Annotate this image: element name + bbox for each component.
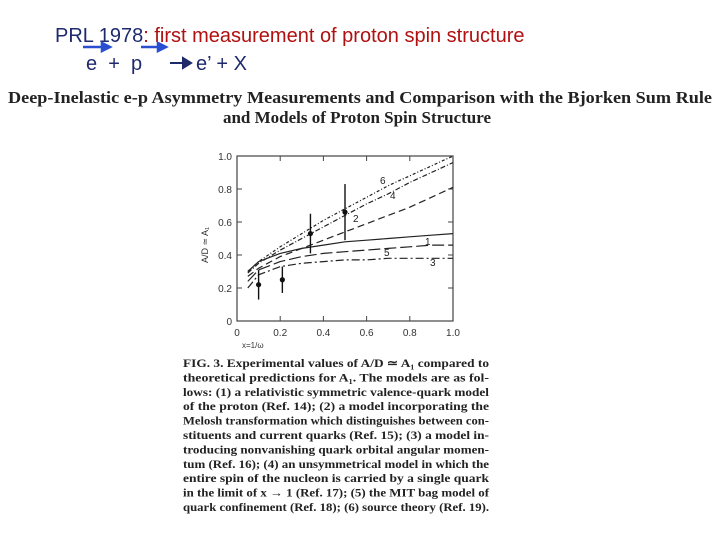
reaction-left: e + p [86, 53, 142, 75]
theory-curve [247, 162, 454, 274]
curve-label: 3 [430, 258, 436, 269]
x-tick-label: 1.0 [446, 328, 460, 339]
y-tick-label: 0.8 [218, 185, 232, 196]
theory-curve [247, 233, 454, 272]
reaction-arrow [170, 56, 193, 70]
caption-line: in the limit of x → 1 (Ref. 17); (5) the… [183, 486, 490, 500]
caption-line: quark confinement (Ref. 18); (6) source … [183, 500, 489, 514]
reaction-right: e’ + X [196, 53, 247, 75]
x-tick-label: 0.8 [403, 328, 417, 339]
plot-frame [236, 155, 454, 322]
caption: FIG. 3. Experimental values of A/D ≃ A₁ … [183, 356, 490, 514]
caption-line: troducing nonvanishing quark orbital ang… [183, 442, 489, 456]
vector-arrows [83, 40, 169, 54]
curve-label: 4 [390, 191, 396, 202]
caption-line: Melosh transformation which distinguishe… [183, 414, 489, 428]
caption-line: entire spin of the nucleon is carried by… [183, 471, 489, 485]
theory-curve [247, 155, 454, 272]
curve-label: 6 [380, 176, 386, 187]
x-tick-label: 0.6 [360, 328, 374, 339]
caption-line: FIG. 3. Experimental values of A/D ≃ A₁ … [183, 356, 489, 370]
x-axis-label: x=1/ω [242, 341, 264, 350]
y-tick-label: 0.4 [218, 251, 232, 262]
x-tick-label: 0.4 [316, 328, 330, 339]
data-point [279, 277, 285, 283]
curve-label: 1 [425, 237, 431, 248]
theory-curve [247, 186, 454, 277]
y-tick-label: 0.6 [218, 218, 232, 229]
data-point [256, 282, 262, 288]
y-tick-label: 0.2 [218, 284, 232, 295]
data-point [307, 230, 314, 237]
curve-label: 2 [353, 214, 359, 225]
x-tick-label: 0.2 [273, 328, 287, 339]
data-point [342, 209, 348, 215]
slide-title: PRL 1978: first measurement of proton sp… [55, 25, 525, 47]
paper-title: Deep-Inelastic e-p Asymmetry Measurement… [8, 88, 712, 107]
caption-line: stituents and current quarks (Ref. 15); … [183, 428, 489, 442]
theory-curve [247, 257, 453, 289]
paper-title: and Models of Proton Spin Structure [223, 108, 492, 127]
caption-line: lows: (1) a relativistic symmetric valen… [183, 385, 490, 399]
x-tick-label: 0 [234, 328, 240, 339]
caption-line: theoretical predictions for A₁. The mode… [183, 370, 489, 384]
figure: 0 0.2 0.4 0.6 0.8 1.0 0 0.2 0.4 0.6 0.8 1.0 x=1/ω A/D… [200, 152, 460, 350]
caption-line: of the proton (Ref. 14); (2) a model inc… [183, 399, 490, 413]
y-tick-label: 1.0 [218, 152, 232, 163]
curve-label: 5 [384, 248, 390, 259]
title-rest: : first measurement of proton spin struc… [143, 25, 524, 47]
caption-line: tum (Ref. 16); (4) an unsymmetrical mode… [183, 457, 490, 471]
y-tick-label: 0 [226, 317, 232, 328]
title-prefix: PRL 1978 [55, 25, 143, 47]
theory-curve [247, 244, 453, 282]
y-axis-label: A/D ≃ A₁ [200, 227, 210, 263]
